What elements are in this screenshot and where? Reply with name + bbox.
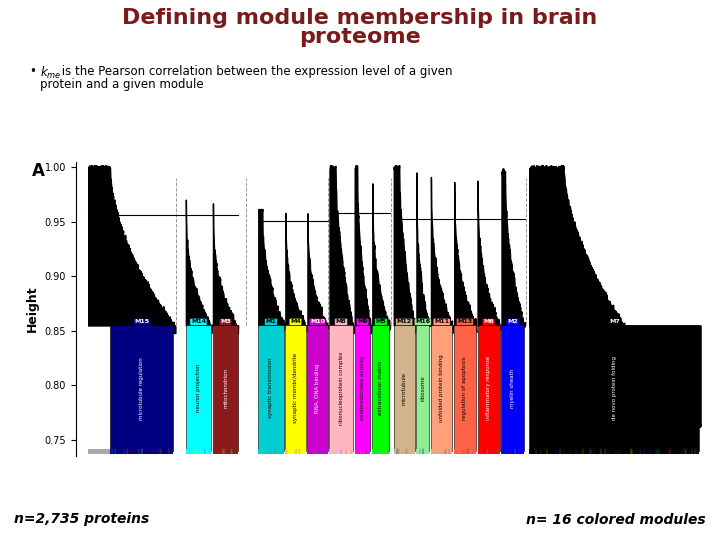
Bar	[394, 326, 415, 451]
Bar	[307, 326, 328, 451]
Bar	[477, 449, 500, 454]
Text: microtubule: microtubule	[402, 372, 407, 404]
Text: mitochondrion: mitochondrion	[223, 368, 228, 408]
Bar	[416, 449, 429, 454]
Bar	[501, 326, 524, 451]
Text: M13: M13	[457, 319, 472, 325]
Text: M2: M2	[508, 319, 518, 325]
Text: M14: M14	[191, 319, 206, 325]
Bar	[110, 449, 174, 454]
Bar	[213, 326, 238, 451]
Bar	[88, 449, 122, 454]
Bar	[501, 449, 524, 454]
Y-axis label: Height: Height	[26, 286, 39, 333]
Bar	[258, 326, 284, 451]
Text: RNA, DNA binding: RNA, DNA binding	[315, 363, 320, 413]
Bar	[454, 326, 476, 451]
Text: inflammatory response: inflammatory response	[486, 356, 491, 420]
Bar	[394, 449, 415, 454]
Text: synaptic membr/dendrite: synaptic membr/dendrite	[293, 353, 298, 423]
Text: M5: M5	[375, 319, 386, 325]
Text: synaptic transmission: synaptic transmission	[269, 358, 274, 419]
Bar	[372, 326, 390, 451]
Bar	[477, 326, 500, 451]
Bar	[186, 449, 211, 454]
Text: unfolded protein binding: unfolded protein binding	[439, 354, 444, 422]
Bar	[110, 326, 174, 451]
Text: ribonucleoprotein complex: ribonucleoprotein complex	[338, 352, 343, 425]
Bar	[213, 449, 238, 454]
Text: A: A	[32, 162, 45, 180]
Bar	[355, 326, 370, 451]
Bar	[372, 449, 390, 454]
Text: extracellular matrix: extracellular matrix	[378, 361, 383, 415]
Text: is the Pearson correlation between the expression level of a given: is the Pearson correlation between the e…	[58, 65, 452, 78]
Text: M15: M15	[134, 319, 149, 325]
Text: M1: M1	[266, 319, 276, 325]
Bar	[454, 449, 476, 454]
Text: M16: M16	[415, 319, 431, 325]
Bar	[355, 449, 370, 454]
Text: myelin sheath: myelin sheath	[510, 368, 516, 408]
Text: M7: M7	[609, 319, 620, 325]
Bar	[186, 326, 211, 451]
Text: M4: M4	[290, 319, 301, 325]
Text: n=2,735 proteins: n=2,735 proteins	[14, 512, 150, 526]
Text: M9: M9	[357, 319, 368, 325]
Bar	[529, 326, 699, 451]
Bar	[258, 449, 284, 454]
Text: M12: M12	[397, 319, 412, 325]
Text: M6: M6	[483, 319, 494, 325]
Bar	[285, 326, 305, 451]
Text: proteome: proteome	[299, 27, 421, 47]
Text: n= 16 colored modules: n= 16 colored modules	[526, 512, 706, 526]
Text: M8: M8	[336, 319, 346, 325]
Text: microtubule regulation: microtubule regulation	[139, 357, 144, 420]
Text: •: •	[29, 65, 36, 78]
Bar	[416, 326, 429, 451]
Bar	[330, 326, 353, 451]
Bar	[431, 326, 452, 451]
Bar	[307, 449, 328, 454]
Bar	[285, 449, 305, 454]
Text: de novo protein folding: de novo protein folding	[612, 356, 617, 420]
Text: neuron projection: neuron projection	[196, 364, 201, 413]
Bar	[431, 449, 452, 454]
Text: regulation of apoptosis: regulation of apoptosis	[462, 356, 467, 420]
Text: ribosome: ribosome	[420, 375, 426, 401]
Bar	[330, 449, 353, 454]
Text: $k_{me}$: $k_{me}$	[40, 65, 61, 81]
Text: oxidoreductase activity: oxidoreductase activity	[360, 356, 365, 420]
Text: M3: M3	[220, 319, 231, 325]
Text: protein and a given module: protein and a given module	[40, 78, 203, 91]
Bar	[529, 449, 699, 454]
Text: M11: M11	[434, 319, 449, 325]
Text: Defining module membership in brain: Defining module membership in brain	[122, 8, 598, 28]
Text: M10: M10	[310, 319, 325, 325]
